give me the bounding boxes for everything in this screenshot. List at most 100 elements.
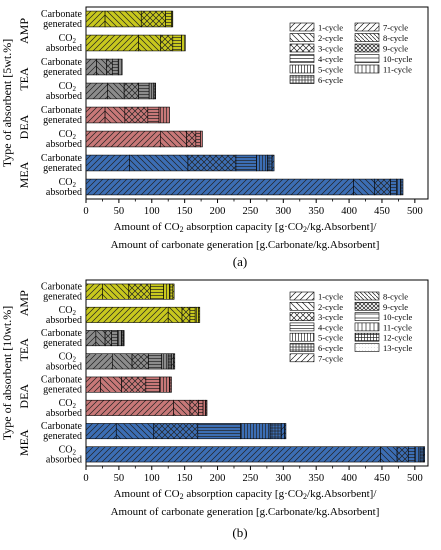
legend-swatch	[354, 64, 380, 74]
legend-swatch	[354, 54, 380, 63]
bar-label: generated	[43, 67, 82, 78]
legend-swatch	[354, 33, 380, 42]
x-tick-label: 250	[243, 206, 259, 217]
legend-swatch	[289, 301, 315, 311]
bar-segment	[181, 306, 191, 323]
bar-segment	[189, 399, 199, 416]
bar-segment	[414, 446, 421, 463]
bar-segment	[85, 446, 381, 463]
bar-segment	[112, 58, 119, 76]
bar-segment	[380, 446, 398, 463]
bar-label: Carbonate	[41, 375, 83, 386]
panel-a: CarbonategeneratedCO2absorbedCarbonatege…	[0, 6, 429, 269]
legend-label: 13-cycle	[383, 343, 412, 353]
bar-segment	[138, 82, 150, 100]
bar-label: generated	[43, 385, 82, 396]
legend-swatch	[354, 322, 380, 332]
bar-segment	[85, 376, 101, 393]
bar-segment	[115, 423, 155, 440]
bar-label: absorbed	[46, 91, 82, 102]
bar-segment	[173, 399, 191, 416]
bar-segment	[147, 106, 160, 124]
bar-label: Carbonate	[41, 421, 83, 432]
x-tick-label: 50	[114, 473, 125, 484]
panel-label: (b)	[232, 525, 247, 540]
bar-segment	[123, 330, 125, 347]
bar-label: Carbonate	[41, 57, 83, 68]
bar-label: absorbed	[46, 361, 82, 372]
bar-segment	[396, 446, 409, 463]
bar-segment	[205, 399, 208, 416]
bar-segment	[186, 130, 197, 148]
bar-segment	[172, 283, 175, 300]
legend-label: 6-cycle	[318, 75, 343, 85]
x-tick-label: 450	[374, 473, 390, 484]
bar-label: generated	[43, 292, 82, 303]
bar-segment	[85, 58, 97, 76]
bar-segment	[159, 376, 170, 393]
bar-label: CO2	[59, 177, 77, 189]
bar-segment	[85, 154, 130, 172]
bar-segment	[200, 130, 203, 148]
bar-label: absorbed	[46, 43, 82, 54]
bar-segment	[85, 399, 174, 416]
plot-frame	[85, 279, 429, 467]
legend-label: 3-cycle	[318, 44, 343, 54]
bar-segment	[390, 178, 397, 196]
bar-segment	[85, 330, 97, 347]
legend-swatch	[354, 291, 380, 301]
bar-segment	[284, 423, 287, 440]
bar-segment	[163, 283, 170, 300]
bar-segment	[124, 106, 149, 124]
bar-label: absorbed	[46, 408, 82, 419]
group-label: MEA	[17, 429, 31, 456]
bar-segment	[102, 283, 130, 300]
bar-segment	[281, 423, 285, 440]
bar-label: generated	[43, 431, 82, 442]
bar-segment	[85, 178, 354, 196]
bar-segment	[153, 423, 199, 440]
bar-segment	[85, 106, 106, 124]
legend-swatch	[354, 22, 380, 32]
bar-label: Carbonate	[41, 328, 83, 339]
bar-segment	[160, 130, 187, 148]
bar-segment	[104, 106, 126, 124]
bar-segment	[171, 10, 174, 28]
x-tick-label: 0	[83, 473, 88, 484]
legend-label: 11-cycle	[383, 65, 412, 75]
bar-segment	[138, 34, 161, 52]
bar-segment	[173, 353, 176, 370]
bar-segment	[121, 376, 147, 393]
legend-label: 8-cycle	[383, 292, 408, 302]
bar-segment	[148, 353, 162, 370]
legend-swatch	[354, 301, 380, 311]
group-label: DEA	[17, 384, 31, 409]
bar-segment	[198, 399, 204, 416]
legend-swatch	[289, 353, 315, 363]
bar-segment	[145, 376, 160, 393]
legend-swatch	[289, 64, 315, 74]
bar-segment	[161, 353, 169, 370]
x-tick-label: 400	[341, 473, 357, 484]
x-tick-label: 300	[275, 206, 291, 217]
bar-label: Carbonate	[41, 9, 83, 20]
bar-segment	[374, 178, 391, 196]
legend-swatch	[289, 22, 315, 32]
bar-segment	[104, 10, 142, 28]
legend-swatch	[289, 43, 315, 53]
bar-segment	[235, 154, 257, 172]
bar-segment	[85, 34, 139, 52]
legend-swatch	[289, 322, 315, 332]
bar-segment	[167, 306, 183, 323]
legend-swatch	[289, 312, 315, 321]
legend-swatch	[289, 75, 315, 84]
bar-segment	[140, 10, 166, 28]
legend-label: 10-cycle	[383, 54, 412, 64]
x-tick-label: 250	[243, 473, 259, 484]
legend-swatch	[289, 343, 315, 352]
bar-segment	[194, 306, 199, 323]
bar-label: generated	[43, 163, 82, 174]
bar-segment	[129, 154, 189, 172]
legend-label: 7-cycle	[383, 23, 408, 33]
